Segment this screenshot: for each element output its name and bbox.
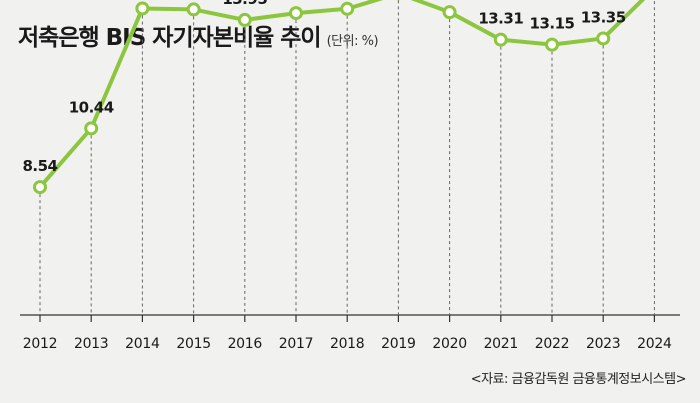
- x-tick-label: 2021: [484, 336, 518, 352]
- x-tick-label: 2018: [330, 336, 364, 352]
- unit-label: (단위: %): [326, 34, 379, 49]
- data-point: [596, 31, 611, 46]
- data-point: [135, 1, 150, 16]
- source-note: <자료: 금융감독원 금융통계정보시스템>: [470, 372, 687, 387]
- data-point: [442, 5, 457, 20]
- data-point: [186, 2, 201, 17]
- x-tick-label: 2024: [637, 336, 672, 352]
- data-label: 10.44: [69, 98, 114, 116]
- data-point: [340, 1, 355, 16]
- data-point: [33, 180, 47, 195]
- x-tick-label: 2019: [381, 336, 415, 352]
- x-tick-label: 2020: [432, 336, 466, 352]
- data-label: 13.95: [222, 0, 267, 8]
- x-tick-label: 2014: [125, 336, 160, 352]
- x-tick-label: 2023: [586, 336, 620, 352]
- title-row: 저축은행 BIS 자기자본비율 추이 (단위: %): [18, 18, 379, 58]
- x-tick-label: 2022: [535, 336, 569, 352]
- data-point: [545, 37, 559, 52]
- data-label: 13.35: [581, 8, 626, 26]
- data-label: 8.54: [22, 157, 57, 175]
- x-tick-label: 2012: [23, 336, 57, 352]
- data-point: [237, 12, 252, 27]
- data-label: 14.17: [274, 0, 319, 1]
- data-point: [84, 121, 99, 136]
- chart-title: 저축은행 BIS 자기자본비율 추이: [18, 25, 322, 51]
- x-tick-label: 2017: [279, 336, 313, 352]
- data-label: 13.31: [478, 10, 523, 28]
- x-tick-label: 2016: [228, 336, 263, 352]
- data-label: 13.15: [530, 15, 575, 33]
- data-point: [289, 6, 303, 21]
- data-point: [493, 32, 508, 47]
- x-tick-label: 2013: [74, 336, 108, 352]
- x-tick-label: 2015: [176, 336, 210, 352]
